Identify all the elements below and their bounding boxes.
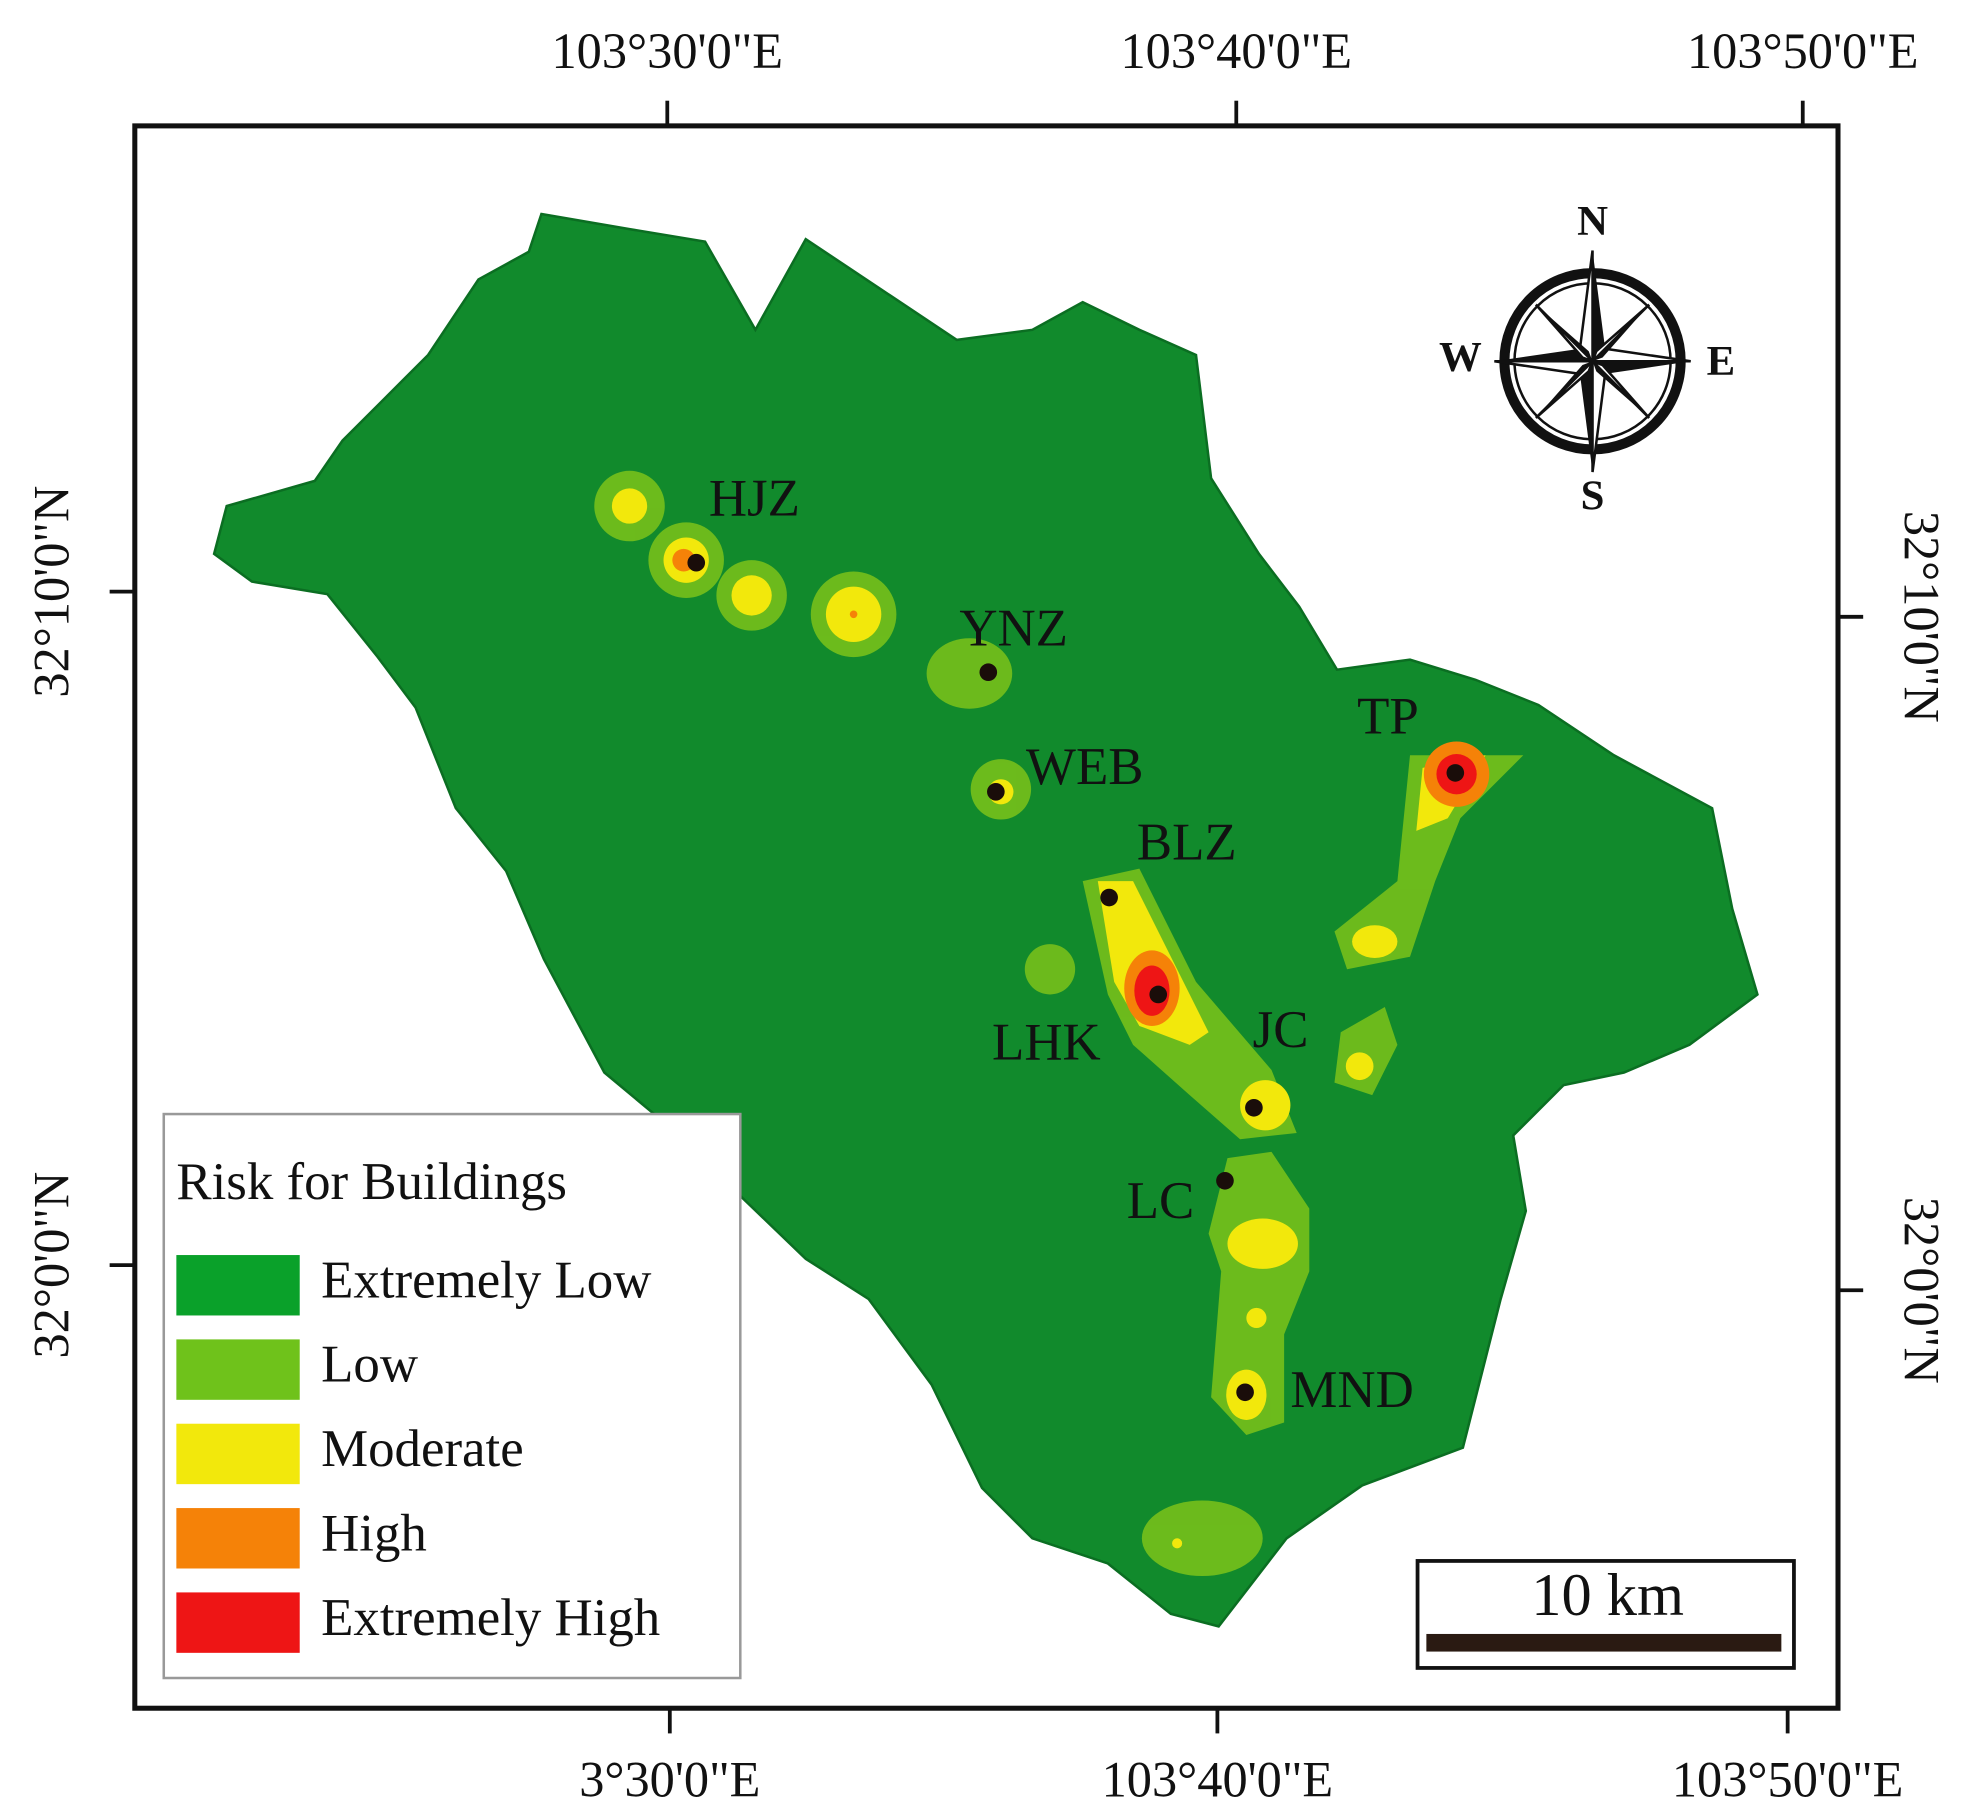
legend: Risk for Buildings Extremely Low Low Moder… bbox=[162, 1112, 742, 1680]
coordinate-labels: 103°30'0"E 103°40'0"E 103°50'0"E 3°30'0"E 10… bbox=[23, 23, 1949, 1807]
place-dot bbox=[1100, 888, 1118, 907]
place-label: LC bbox=[1127, 1172, 1195, 1230]
top-coord-label: 103°40'0"E bbox=[1121, 23, 1353, 79]
place-dot bbox=[979, 663, 998, 682]
bottom-coord-label: 103°40'0"E bbox=[1102, 1752, 1334, 1808]
legend-label: Extremely Low bbox=[321, 1251, 651, 1309]
legend-title: Risk for Buildings bbox=[176, 1153, 567, 1211]
legend-label: Moderate bbox=[321, 1420, 524, 1478]
legend-label: Low bbox=[321, 1336, 418, 1394]
compass-n: N bbox=[1577, 198, 1608, 245]
place-dot bbox=[1245, 1098, 1263, 1117]
place-dot bbox=[687, 553, 706, 572]
legend-swatch bbox=[176, 1339, 300, 1400]
places: HJZ YNZ WEB BLZ LHK JC TP LC MND bbox=[687, 470, 1465, 1419]
scale-label: 10 km bbox=[1531, 1562, 1684, 1629]
top-coord-label: 103°30'0"E bbox=[552, 23, 784, 79]
left-coord-label: 32°10'0"N bbox=[23, 486, 79, 698]
place-dot bbox=[1236, 1383, 1254, 1402]
compass-e: E bbox=[1707, 338, 1736, 385]
bottom-coord-label: 3°30'0"E bbox=[579, 1752, 760, 1808]
legend-swatch bbox=[176, 1592, 300, 1653]
scale-bar: 10 km bbox=[1415, 1559, 1796, 1670]
legend-label: Extremely High bbox=[321, 1589, 660, 1647]
place-label: LHK bbox=[992, 1013, 1101, 1071]
risk-zones bbox=[594, 470, 1524, 1577]
place-dot bbox=[987, 782, 1005, 801]
place-dot bbox=[1149, 985, 1168, 1004]
place-label: WEB bbox=[1026, 738, 1143, 796]
place-label: YNZ bbox=[959, 599, 1068, 657]
right-coord-label: 32°0'0"N bbox=[1893, 1197, 1949, 1384]
top-coord-label: 103°50'0"E bbox=[1687, 23, 1919, 79]
place-label: TP bbox=[1357, 687, 1419, 745]
bottom-coord-label: 103°50'0"E bbox=[1672, 1752, 1904, 1808]
place-dot bbox=[1216, 1171, 1234, 1190]
place-label: HJZ bbox=[709, 470, 800, 528]
basin bbox=[212, 212, 1759, 1628]
legend-swatch bbox=[176, 1255, 300, 1316]
compass: N S E W bbox=[1439, 198, 1735, 519]
place-dot bbox=[1446, 764, 1465, 782]
compass-s: S bbox=[1581, 473, 1605, 520]
place-label: JC bbox=[1253, 1001, 1309, 1059]
place-label: MND bbox=[1290, 1361, 1413, 1419]
compass-w: W bbox=[1439, 334, 1482, 381]
left-coord-label: 32°0'0"N bbox=[23, 1172, 79, 1359]
legend-swatch bbox=[176, 1508, 300, 1569]
right-coord-label: 32°10'0"N bbox=[1893, 511, 1949, 723]
place-label: BLZ bbox=[1137, 813, 1237, 871]
legend-swatch bbox=[176, 1423, 300, 1485]
legend-label: High bbox=[321, 1504, 427, 1562]
